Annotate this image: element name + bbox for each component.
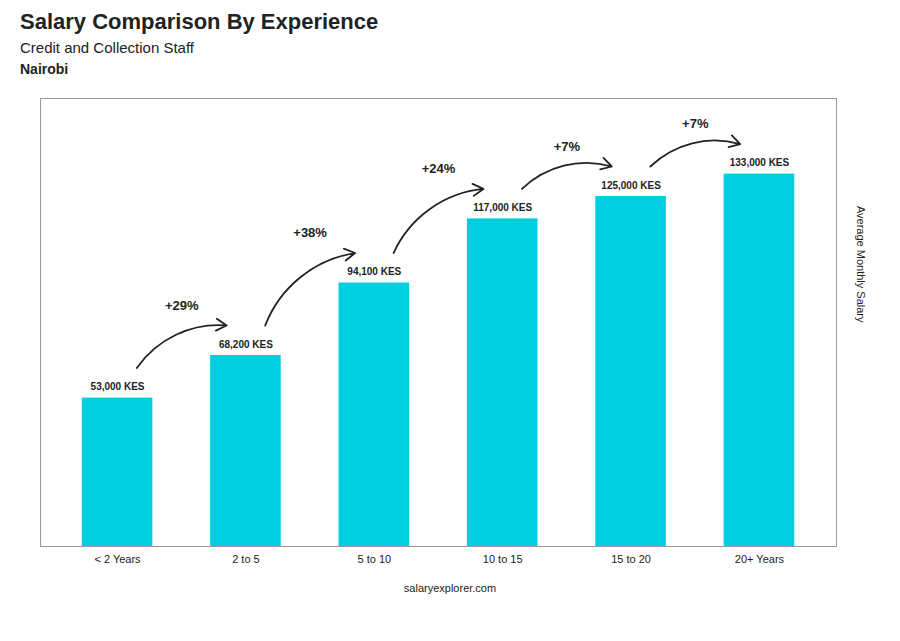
svg-text:5 to 10: 5 to 10 <box>357 553 391 565</box>
svg-text:125,000 KES: 125,000 KES <box>601 180 661 191</box>
svg-text:+29%: +29% <box>165 298 199 313</box>
svg-text:+7%: +7% <box>554 139 581 154</box>
html-text:Salary Comparison By Experienc: Salary Comparison By Experience <box>20 9 379 34</box>
svg-text:20+ Years: 20+ Years <box>735 553 785 565</box>
html-text:Credit and Collection Staff: Credit and Collection Staff <box>20 39 194 56</box>
svg-text:133,000 KES: 133,000 KES <box>730 157 790 168</box>
svg-text:2 to 5: 2 to 5 <box>232 553 260 565</box>
html-text:Nairobi: Nairobi <box>20 61 69 77</box>
html-text:salaryexplorer.com: salaryexplorer.com <box>403 582 497 594</box>
svg-text:117,000 KES: 117,000 KES <box>473 202 532 213</box>
svg-text:Average Monthly Salary: Average Monthly Salary <box>855 206 867 323</box>
svg-text:10 to 15: 10 to 15 <box>483 553 523 565</box>
svg-text:< 2 Years: < 2 Years <box>94 553 141 565</box>
svg-text:94,100 KES: 94,100 KES <box>347 266 401 277</box>
svg-text:53,000 KES: 53,000 KES <box>91 381 145 392</box>
svg-text:+7%: +7% <box>682 116 709 131</box>
svg-text:+24%: +24% <box>422 161 456 176</box>
svg-text:+38%: +38% <box>293 225 327 240</box>
svg-text:15 to 20: 15 to 20 <box>611 553 651 565</box>
svg-text:68,200 KES: 68,200 KES <box>219 339 273 350</box>
